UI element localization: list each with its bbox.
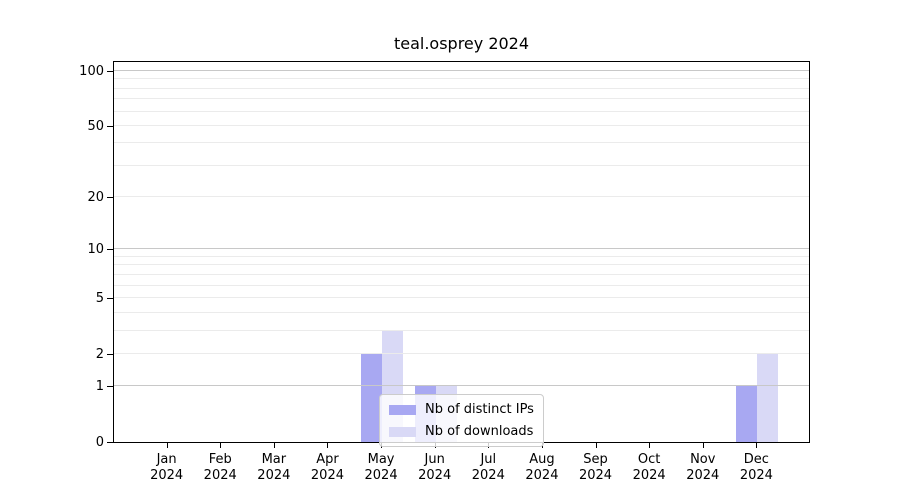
x-tick-mark	[273, 443, 275, 448]
gridline	[114, 273, 809, 275]
gridline	[114, 98, 809, 100]
x-tick-mark	[327, 443, 329, 448]
y-tick-mark	[107, 197, 113, 199]
y-tick-label: 20	[87, 190, 104, 206]
gridline	[114, 142, 809, 144]
x-tick-year: 2024	[739, 468, 773, 483]
x-tick-year: 2024	[310, 468, 344, 483]
legend-swatch-downloads	[389, 426, 416, 437]
y-tick-mark	[107, 353, 113, 355]
y-tick-label: 100	[79, 64, 104, 79]
x-tick-year: 2024	[686, 468, 720, 483]
gridline	[114, 87, 809, 89]
bar-distinct-ips-may	[361, 353, 383, 442]
y-tick-mark	[107, 249, 113, 251]
x-tick-mark	[220, 443, 222, 448]
gridline	[114, 385, 809, 387]
gridline	[114, 264, 809, 266]
legend-entry-downloads: Nb of downloads	[389, 424, 534, 439]
x-tick-label-oct: Oct 2024	[632, 452, 666, 483]
gridline	[114, 196, 809, 198]
x-tick-label-dec: Dec 2024	[739, 452, 773, 483]
legend: Nb of distinct IPs Nb of downloads	[379, 394, 544, 447]
legend-label-downloads: Nb of downloads	[425, 424, 534, 439]
gridline	[114, 296, 809, 298]
x-tick-year: 2024	[150, 468, 184, 483]
gridline	[114, 329, 809, 331]
x-tick-year: 2024	[257, 468, 291, 483]
y-tick-label: 2	[95, 346, 104, 362]
gridline	[114, 284, 809, 286]
gridline	[114, 311, 809, 313]
x-tick-year: 2024	[203, 468, 237, 483]
x-tick-label-feb: Feb 2024	[203, 452, 237, 483]
y-tick-label: 50	[87, 118, 104, 134]
x-tick-label-jan: Jan 2024	[150, 452, 184, 483]
x-tick-label-apr: Apr 2024	[310, 452, 344, 483]
y-tick-label: 10	[87, 242, 104, 258]
y-tick-mark	[107, 386, 113, 388]
x-tick-label-aug: Aug 2024	[525, 452, 559, 483]
x-tick-year: 2024	[578, 468, 613, 483]
x-tick-label-jul: Jul 2024	[471, 452, 505, 483]
x-tick-mark	[649, 443, 651, 448]
x-tick-mark	[756, 443, 758, 448]
gridline	[114, 124, 809, 126]
gridline	[114, 110, 809, 112]
y-tick-mark	[107, 71, 113, 72]
x-tick-label-may: May 2024	[364, 452, 398, 483]
plot-area: Nb of distinct IPs Nb of downloads	[113, 61, 810, 447]
x-tick-label-mar: Mar 2024	[257, 452, 291, 483]
bar-downloads-dec	[757, 353, 779, 442]
x-tick-label-jun: Jun 2024	[418, 452, 452, 483]
gridlines-layer	[114, 62, 809, 442]
y-tick-mark	[107, 297, 113, 299]
x-tick-year: 2024	[471, 468, 505, 483]
gridline	[114, 255, 809, 257]
x-tick-year: 2024	[632, 468, 666, 483]
x-tick-mark	[166, 443, 168, 448]
gridline	[114, 352, 809, 354]
bar-distinct-ips-dec	[736, 386, 758, 442]
gridline	[114, 70, 809, 71]
x-tick-label-sep: Sep 2024	[578, 452, 613, 483]
x-tick-year: 2024	[418, 468, 452, 483]
y-tick-mark	[107, 125, 113, 127]
y-tick-label: 0	[95, 435, 104, 450]
x-tick-mark	[595, 443, 597, 448]
x-tick-year: 2024	[364, 468, 398, 483]
chart-title: teal.osprey 2024	[393, 34, 530, 53]
x-tick-year: 2024	[525, 468, 559, 483]
gridline	[114, 164, 809, 166]
y-tick-label: 5	[95, 290, 104, 306]
legend-entry-distinct-ips: Nb of distinct IPs	[389, 402, 534, 417]
y-tick-mark	[107, 442, 113, 443]
legend-label-distinct-ips: Nb of distinct IPs	[425, 402, 534, 417]
x-tick-label-nov: Nov 2024	[686, 452, 720, 483]
gridline	[114, 248, 809, 250]
y-tick-label: 1	[95, 379, 104, 395]
x-tick-mark	[702, 443, 704, 448]
gridline	[114, 78, 809, 80]
legend-swatch-distinct-ips	[389, 404, 416, 415]
